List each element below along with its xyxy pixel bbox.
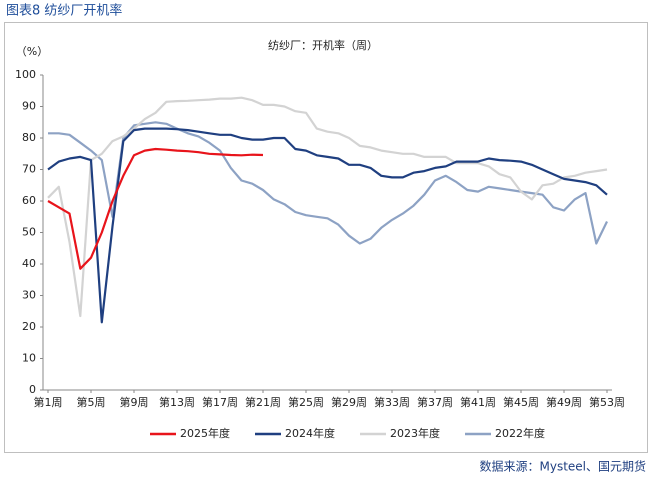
chart-title: 纺纱厂：开机率（周） [268, 38, 378, 52]
x-tick-label: 第41周 [460, 395, 496, 409]
x-tick-label: 第13周 [159, 395, 195, 409]
series-line [48, 121, 608, 245]
x-tick-label: 第9周 [120, 395, 149, 409]
y-tick-label: 100 [15, 68, 36, 81]
y-axis-label: （%） [16, 45, 48, 58]
legend-label: 2022年度 [495, 426, 545, 440]
legend-label: 2025年度 [180, 426, 230, 440]
y-tick-label: 30 [22, 289, 36, 302]
x-tick-label: 第25周 [288, 395, 324, 409]
legend-label: 2024年度 [285, 426, 335, 440]
y-tick-label: 50 [22, 226, 36, 239]
x-tick-label: 第1周 [34, 395, 63, 409]
x-tick-label: 第5周 [77, 395, 106, 409]
y-tick-label: 70 [22, 163, 36, 176]
series-line [47, 147, 264, 270]
legend-label: 2023年度 [390, 426, 440, 440]
frame [4, 22, 648, 453]
x-tick-label: 第49周 [546, 395, 582, 409]
x-tick-label: 第29周 [331, 395, 367, 409]
series-line [47, 96, 608, 318]
header: 图表8 纺纱厂开机率 [6, 3, 122, 19]
y-tick-label: 20 [22, 320, 36, 333]
series-line [47, 127, 608, 324]
y-tick-label: 40 [22, 257, 36, 270]
source: 数据来源：Mysteel、国元期货 [479, 459, 646, 474]
x-tick-label: 第17周 [202, 395, 238, 409]
x-tick-label: 第53周 [589, 395, 625, 409]
y-tick-label: 90 [22, 100, 36, 113]
y-tick-label: 0 [29, 383, 36, 396]
y-tick-label: 80 [22, 131, 36, 144]
x-tick-label: 第37周 [417, 395, 453, 409]
x-tick-label: 第45周 [503, 395, 539, 409]
y-tick-label: 60 [22, 194, 36, 207]
x-tick-label: 第21周 [245, 395, 281, 409]
y-tick-label: 10 [22, 352, 36, 365]
x-tick-label: 第33周 [374, 395, 410, 409]
